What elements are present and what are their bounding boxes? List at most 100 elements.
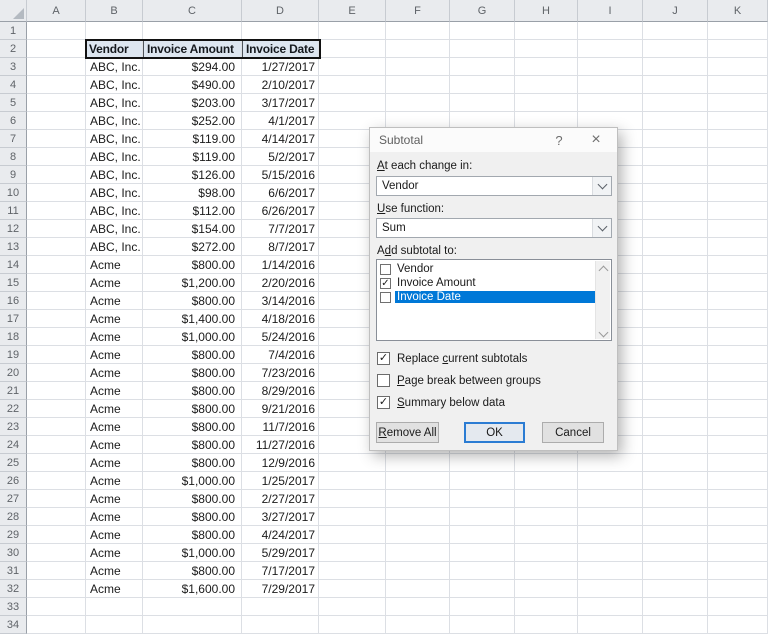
cell-A26[interactable] (27, 472, 86, 490)
cell-K31[interactable] (708, 562, 768, 580)
cell-G30[interactable] (450, 544, 515, 562)
cell-G5[interactable] (450, 94, 515, 112)
cell-C32[interactable]: $1,600.00 (143, 580, 242, 598)
cell-J33[interactable] (643, 598, 708, 616)
cell-G4[interactable] (450, 76, 515, 94)
row-header-28[interactable]: 28 (0, 508, 27, 526)
cell-I33[interactable] (578, 598, 643, 616)
cell-D7[interactable]: 4/14/2017 (242, 130, 319, 148)
cell-J12[interactable] (643, 220, 708, 238)
cell-A18[interactable] (27, 328, 86, 346)
cell-F26[interactable] (386, 472, 450, 490)
cell-E26[interactable] (319, 472, 386, 490)
checked-checkbox-icon[interactable]: ✓ (380, 277, 391, 289)
cell-K8[interactable] (708, 148, 768, 166)
cell-E30[interactable] (319, 544, 386, 562)
cell-J30[interactable] (643, 544, 708, 562)
column-header-e[interactable]: E (319, 0, 386, 22)
cell-K7[interactable] (708, 130, 768, 148)
cell-D27[interactable]: 2/27/2017 (242, 490, 319, 508)
cell-D3[interactable]: 1/27/2017 (242, 58, 319, 76)
cell-E27[interactable] (319, 490, 386, 508)
cell-K33[interactable] (708, 598, 768, 616)
cell-K11[interactable] (708, 202, 768, 220)
row-header-1[interactable]: 1 (0, 22, 27, 40)
row-header-26[interactable]: 26 (0, 472, 27, 490)
row-header-12[interactable]: 12 (0, 220, 27, 238)
row-header-33[interactable]: 33 (0, 598, 27, 616)
cell-B22[interactable]: Acme (86, 400, 143, 418)
cell-J10[interactable] (643, 184, 708, 202)
cell-D32[interactable]: 7/29/2017 (242, 580, 319, 598)
cell-K24[interactable] (708, 436, 768, 454)
cell-B27[interactable]: Acme (86, 490, 143, 508)
subtotal-item-invoice-amount[interactable]: ✓ Invoice Amount (377, 276, 595, 290)
column-header-d[interactable]: D (242, 0, 319, 22)
cell-K32[interactable] (708, 580, 768, 598)
cell-B33[interactable] (86, 598, 143, 616)
cell-E5[interactable] (319, 94, 386, 112)
row-header-24[interactable]: 24 (0, 436, 27, 454)
cell-J19[interactable] (643, 346, 708, 364)
cell-B20[interactable]: Acme (86, 364, 143, 382)
cell-C14[interactable]: $800.00 (143, 256, 242, 274)
remove-all-button[interactable]: Remove All (376, 422, 439, 443)
column-header-a[interactable]: A (27, 0, 86, 22)
cell-K12[interactable] (708, 220, 768, 238)
cell-A5[interactable] (27, 94, 86, 112)
cell-K10[interactable] (708, 184, 768, 202)
cell-E6[interactable] (319, 112, 386, 130)
cell-E2[interactable] (319, 40, 386, 58)
cell-B25[interactable]: Acme (86, 454, 143, 472)
checked-checkbox-icon[interactable]: ✓ (377, 396, 390, 409)
cell-K9[interactable] (708, 166, 768, 184)
cell-I30[interactable] (578, 544, 643, 562)
cell-D31[interactable]: 7/17/2017 (242, 562, 319, 580)
cell-D21[interactable]: 8/29/2016 (242, 382, 319, 400)
option-summary-below-data[interactable]: ✓ Summary below data (377, 396, 505, 409)
cell-F28[interactable] (386, 508, 450, 526)
row-header-21[interactable]: 21 (0, 382, 27, 400)
cell-B13[interactable]: ABC, Inc. (86, 238, 143, 256)
cell-C27[interactable]: $800.00 (143, 490, 242, 508)
column-header-h[interactable]: H (515, 0, 578, 22)
cell-J5[interactable] (643, 94, 708, 112)
cell-C3[interactable]: $294.00 (143, 58, 242, 76)
cell-J2[interactable] (643, 40, 708, 58)
row-header-16[interactable]: 16 (0, 292, 27, 310)
cell-C16[interactable]: $800.00 (143, 292, 242, 310)
cell-K22[interactable] (708, 400, 768, 418)
cell-K27[interactable] (708, 490, 768, 508)
cell-C33[interactable] (143, 598, 242, 616)
cell-A10[interactable] (27, 184, 86, 202)
cell-F30[interactable] (386, 544, 450, 562)
cell-K13[interactable] (708, 238, 768, 256)
cell-B23[interactable]: Acme (86, 418, 143, 436)
cell-F31[interactable] (386, 562, 450, 580)
cell-A2[interactable] (27, 40, 86, 58)
cell-B7[interactable]: ABC, Inc. (86, 130, 143, 148)
cell-K30[interactable] (708, 544, 768, 562)
cell-B14[interactable]: Acme (86, 256, 143, 274)
cell-K6[interactable] (708, 112, 768, 130)
cell-F25[interactable] (386, 454, 450, 472)
cell-G1[interactable] (450, 22, 515, 40)
cell-B12[interactable]: ABC, Inc. (86, 220, 143, 238)
cell-C19[interactable]: $800.00 (143, 346, 242, 364)
cell-K5[interactable] (708, 94, 768, 112)
chevron-down-icon[interactable] (592, 219, 611, 237)
column-header-f[interactable]: F (386, 0, 450, 22)
cell-C28[interactable]: $800.00 (143, 508, 242, 526)
cell-J22[interactable] (643, 400, 708, 418)
row-header-2[interactable]: 2 (0, 40, 27, 58)
cell-C23[interactable]: $800.00 (143, 418, 242, 436)
cell-C9[interactable]: $126.00 (143, 166, 242, 184)
at-each-change-combobox[interactable]: Vendor (376, 176, 612, 196)
cell-G33[interactable] (450, 598, 515, 616)
cell-A11[interactable] (27, 202, 86, 220)
cell-H26[interactable] (515, 472, 578, 490)
cell-C4[interactable]: $490.00 (143, 76, 242, 94)
cell-K23[interactable] (708, 418, 768, 436)
cell-H28[interactable] (515, 508, 578, 526)
cell-E33[interactable] (319, 598, 386, 616)
